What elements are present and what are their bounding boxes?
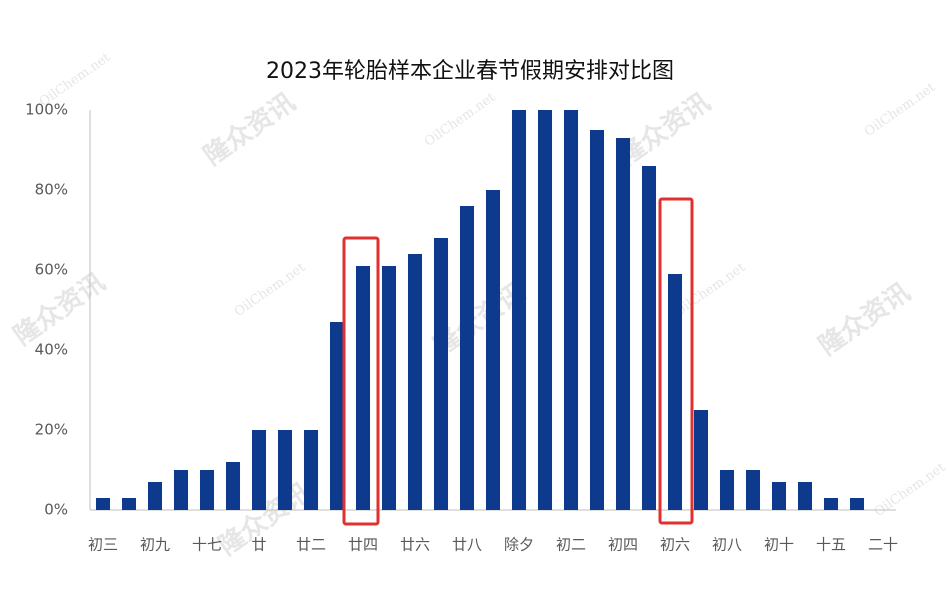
watermark: OilChem.net [422,90,499,150]
x-tick-label: 廿四 [348,536,378,554]
x-tick-label: 初二 [556,536,586,554]
bar [329,322,345,510]
y-tick-label: 60% [35,261,68,279]
x-tick-label: 廿二 [296,536,326,554]
x-tick-label: 二十 [868,536,898,554]
bar [251,430,267,510]
x-tick-label: 初八 [712,536,742,554]
bar [641,166,657,510]
bar [511,110,527,510]
bar [433,238,449,510]
watermark: OilChem.net [872,460,947,520]
x-tick-label: 廿 [251,536,266,554]
x-tick-label: 廿八 [452,536,482,554]
watermark: 隆众资讯 [814,277,916,361]
x-tick-label: 十七 [192,536,222,554]
bar [121,498,137,510]
bar [615,138,631,510]
y-tick-label: 100% [25,101,68,119]
bar [537,110,553,510]
bar [355,266,371,510]
x-tick-label: 初十 [764,536,794,554]
x-tick-label: 初六 [660,536,690,554]
bar [95,498,111,510]
bar [173,470,189,510]
x-tick-label: 初三 [88,536,118,554]
bar [771,482,787,510]
y-tick-label: 20% [35,421,68,439]
watermark: 隆众资讯 [9,267,111,351]
bar [407,254,423,510]
bar [277,430,293,510]
y-tick-label: 40% [35,341,68,359]
watermark: OilChem.net [232,260,309,320]
y-tick-label: 0% [44,501,68,519]
chart-title: 2023年轮胎样本企业春节假期安排对比图 [266,59,674,84]
watermark: OilChem.net [862,80,939,140]
bar [667,274,683,510]
bar [485,190,501,510]
bar [745,470,761,510]
bar [147,482,163,510]
bar [589,130,605,510]
highlight-box [342,236,380,526]
x-tick-label: 初四 [608,536,638,554]
bar [797,482,813,510]
x-tick-label: 除夕 [504,536,534,554]
bar [459,206,475,510]
x-tick-label: 初九 [140,536,170,554]
bar [225,462,241,510]
bar [199,470,215,510]
bar [563,110,579,510]
bar [381,266,397,510]
bar [849,498,865,510]
watermark: 隆众资讯 [199,87,301,171]
watermark: OilChem.net [672,260,749,320]
bar [719,470,735,510]
bar [823,498,839,510]
highlight-box [658,197,694,525]
bar [303,430,319,510]
x-tick-label: 廿六 [400,536,430,554]
bar [693,410,709,510]
x-tick-label: 十五 [816,536,846,554]
y-tick-label: 80% [35,181,68,199]
